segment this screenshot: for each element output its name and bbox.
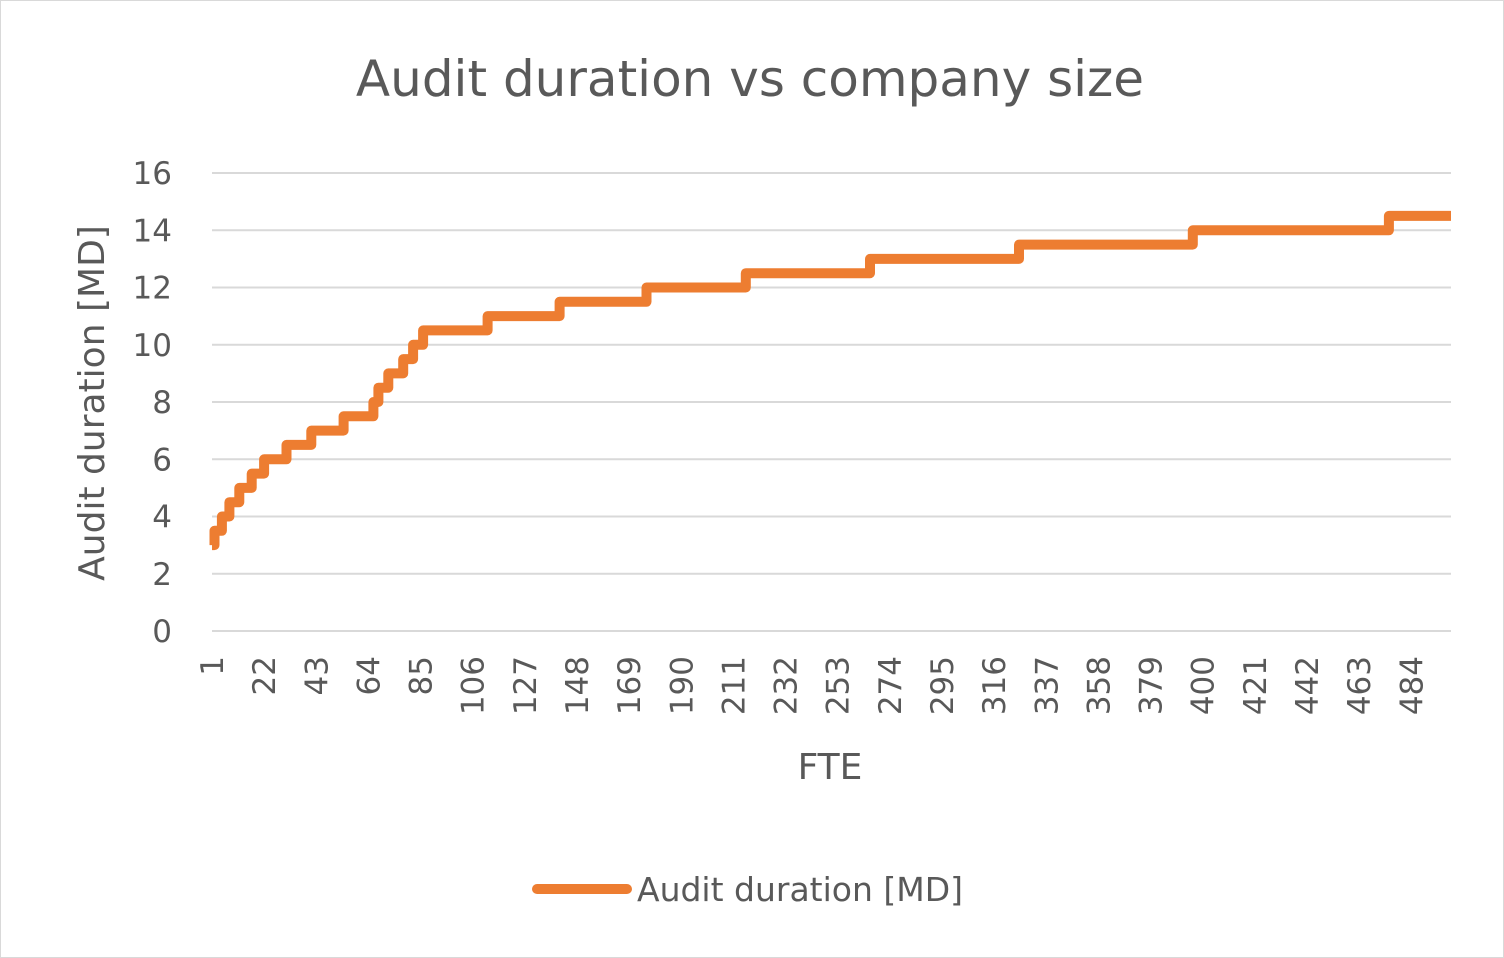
x-tick-label: 190 [664, 656, 700, 715]
x-tick-label: 253 [821, 656, 857, 715]
x-tick-label: 127 [508, 656, 544, 715]
y-tick-label: 0 [152, 614, 172, 650]
x-axis-label: FTE [798, 747, 863, 788]
x-tick-label: 463 [1342, 656, 1378, 715]
legend: Audit duration [MD] [532, 870, 963, 909]
x-tick-label: 106 [456, 656, 492, 715]
x-tick-label: 295 [925, 656, 961, 715]
x-tick-label: 400 [1186, 656, 1222, 715]
x-tick-label: 316 [977, 656, 1013, 715]
x-tick-label: 148 [560, 656, 596, 715]
y-axis-label: Audit duration [MD] [72, 225, 113, 581]
x-tick-label: 484 [1394, 656, 1430, 715]
x-tick-label: 379 [1134, 656, 1170, 715]
y-tick-label: 14 [133, 213, 172, 249]
y-axis-ticks: 0 2 4 6 8 10 12 14 16 [133, 156, 172, 650]
x-axis-ticks: 1 22 43 64 85 106 127 148 169 190 211 232 253 274 295 3… [195, 656, 1430, 715]
chart-title: Audit duration vs company size [356, 50, 1144, 108]
y-tick-label: 16 [133, 156, 172, 192]
y-tick-label: 4 [152, 500, 172, 536]
y-tick-label: 2 [152, 557, 172, 593]
y-tick-label: 8 [152, 385, 172, 421]
series-line-audit-duration [209, 210, 1451, 551]
y-tick-label: 12 [133, 271, 172, 307]
x-tick-label: 421 [1238, 656, 1274, 715]
x-tick-label: 337 [1029, 656, 1065, 715]
x-tick-label: 211 [716, 656, 752, 715]
gridlines [212, 172, 1451, 632]
x-tick-label: 1 [195, 656, 231, 676]
x-tick-label: 22 [247, 656, 283, 695]
x-tick-label: 43 [299, 656, 335, 695]
legend-label: Audit duration [MD] [637, 870, 963, 909]
x-tick-label: 442 [1290, 656, 1326, 715]
x-tick-label: 85 [404, 656, 440, 695]
x-tick-label: 232 [769, 656, 805, 715]
x-tick-label: 169 [612, 656, 648, 715]
x-tick-label: 358 [1081, 656, 1117, 715]
series-group [209, 210, 1451, 551]
x-tick-label: 64 [351, 656, 387, 695]
y-tick-label: 6 [152, 442, 172, 478]
x-tick-label: 274 [873, 656, 909, 715]
y-tick-label: 10 [133, 328, 172, 364]
